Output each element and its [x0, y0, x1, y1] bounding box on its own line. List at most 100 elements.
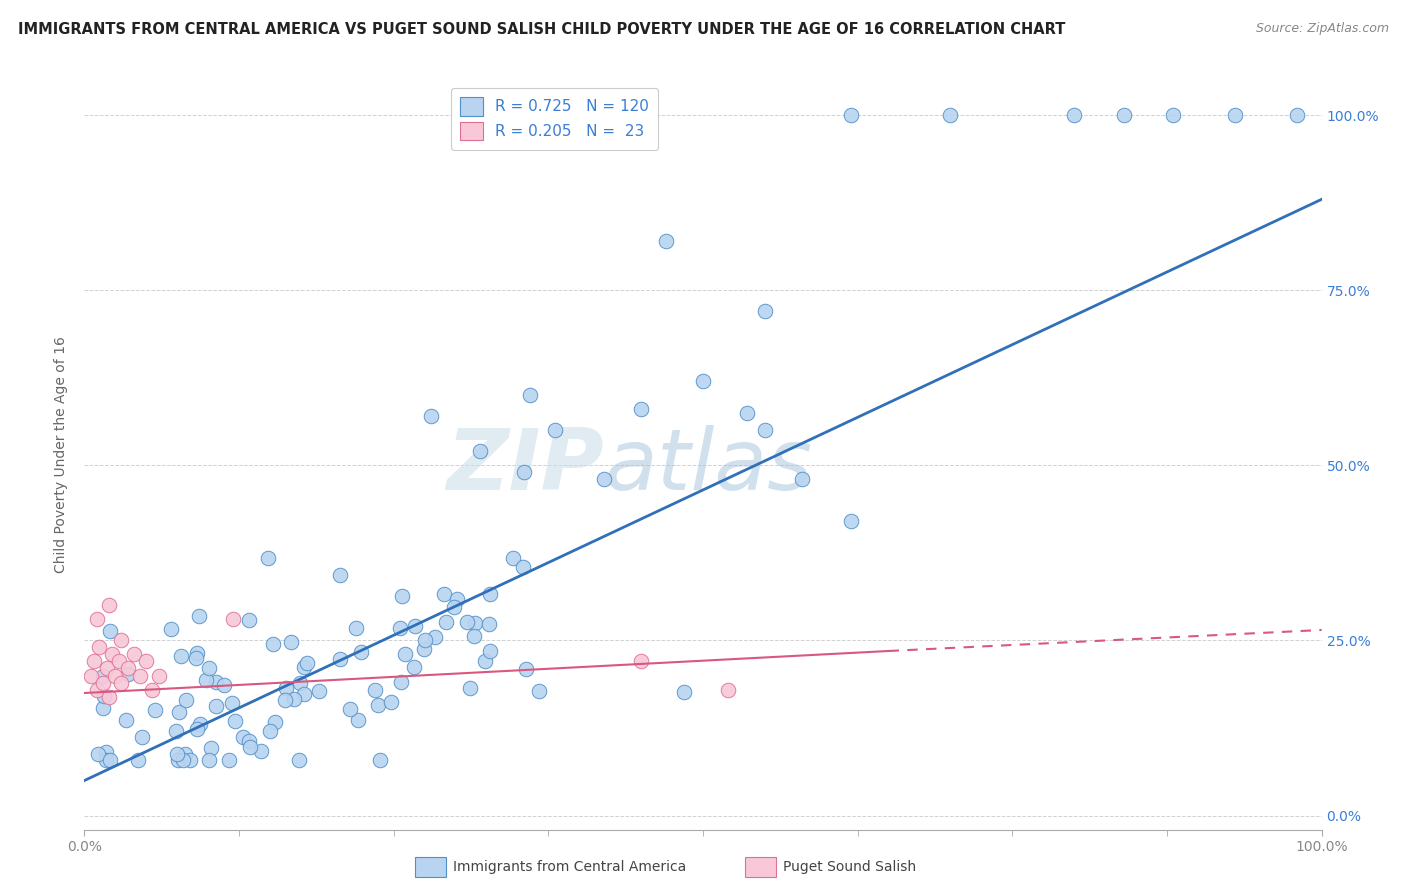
Text: IMMIGRANTS FROM CENTRAL AMERICA VS PUGET SOUND SALISH CHILD POVERTY UNDER THE AG: IMMIGRANTS FROM CENTRAL AMERICA VS PUGET… [18, 22, 1066, 37]
Point [1063, 108, 1085, 122]
Point [346, 714, 368, 728]
Point [280, 635, 302, 649]
Point [754, 304, 776, 318]
Point [478, 644, 501, 658]
Point [673, 684, 696, 698]
Point [127, 752, 149, 766]
Point [165, 724, 187, 739]
Point [91, 675, 114, 690]
Point [329, 568, 352, 582]
Point [239, 739, 262, 754]
Point [224, 714, 246, 728]
Point [463, 629, 485, 643]
Point [179, 752, 201, 766]
Point [262, 636, 284, 650]
Point [79, 668, 101, 682]
Point [143, 703, 166, 717]
Point [93, 689, 115, 703]
Point [443, 599, 465, 614]
Point [737, 406, 759, 420]
Point [115, 714, 138, 728]
Point [166, 752, 188, 766]
Point [388, 621, 411, 635]
Point [205, 675, 228, 690]
Point [368, 752, 391, 766]
Point [94, 745, 117, 759]
Point [1161, 108, 1184, 122]
Text: Puget Sound Salish: Puget Sound Salish [783, 860, 917, 874]
Point [630, 655, 652, 669]
Point [841, 515, 863, 529]
Point [205, 699, 228, 714]
Point [174, 692, 197, 706]
Point [308, 684, 330, 698]
Point [1112, 108, 1135, 122]
Point [419, 409, 441, 424]
Point [464, 616, 486, 631]
Point [186, 646, 208, 660]
Point [259, 724, 281, 739]
Point [519, 388, 541, 402]
Point [198, 752, 221, 766]
Point [841, 108, 863, 122]
Point [434, 615, 457, 629]
Point [513, 465, 536, 479]
Point [188, 717, 211, 731]
Point [122, 648, 145, 662]
Point [198, 661, 221, 675]
Point [100, 752, 122, 766]
Point [166, 747, 188, 762]
Point [264, 715, 287, 730]
Point [86, 682, 108, 697]
Point [630, 402, 652, 417]
Point [543, 424, 565, 438]
Point [939, 108, 962, 122]
Point [394, 647, 416, 661]
Point [172, 752, 194, 766]
Point [692, 375, 714, 389]
Point [131, 731, 153, 745]
Legend: R = 0.725   N = 120, R = 0.205   N =  23: R = 0.725 N = 120, R = 0.205 N = 23 [451, 88, 658, 150]
Point [250, 744, 273, 758]
Point [83, 655, 105, 669]
Point [446, 591, 468, 606]
Point [515, 662, 537, 676]
Point [173, 747, 195, 761]
Point [96, 752, 118, 766]
Point [148, 668, 170, 682]
Point [283, 691, 305, 706]
Point [350, 645, 373, 659]
Point [86, 612, 108, 626]
Point [108, 655, 131, 669]
Point [292, 687, 315, 701]
Point [391, 589, 413, 603]
Point [222, 612, 245, 626]
Point [364, 683, 387, 698]
Text: Source: ZipAtlas.com: Source: ZipAtlas.com [1256, 22, 1389, 36]
Point [238, 613, 260, 627]
Point [141, 682, 163, 697]
Point [423, 630, 446, 644]
Point [474, 655, 496, 669]
Point [160, 622, 183, 636]
Point [117, 666, 139, 681]
Point [257, 551, 280, 566]
Point [512, 559, 534, 574]
Point [344, 621, 367, 635]
Point [170, 648, 193, 663]
Point [292, 660, 315, 674]
Point [98, 599, 121, 613]
Point [232, 730, 254, 744]
Point [413, 632, 436, 647]
Point [110, 675, 132, 690]
Point [479, 587, 502, 601]
Point [290, 676, 312, 690]
Point [167, 706, 190, 720]
Point [655, 235, 678, 249]
Point [93, 700, 115, 714]
Point [1223, 108, 1246, 122]
Point [100, 648, 122, 662]
Point [295, 656, 318, 670]
Point [98, 624, 121, 639]
Point [238, 734, 260, 748]
